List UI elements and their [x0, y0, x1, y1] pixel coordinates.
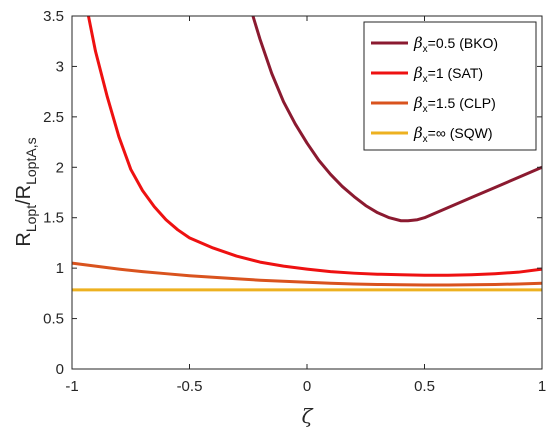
x-tick-label: 1	[538, 378, 546, 395]
y-tick-label: 1	[56, 260, 64, 277]
y-tick-label: 3.5	[43, 8, 64, 25]
y-label-slash: /	[13, 199, 35, 205]
y-label-main2: R	[13, 185, 35, 199]
y-label-main1: R	[13, 232, 35, 246]
legend-label-bko: βx=0.5 (BKO)	[413, 34, 498, 55]
y-tick-label: 2.5	[43, 109, 64, 126]
legend-entry-bko: βx=0.5 (BKO)	[371, 34, 498, 55]
y-tick-label: 0.5	[43, 311, 64, 328]
legend-entry-sqw: βx=∞ (SQW)	[371, 124, 492, 145]
legend-entry-clp: βx=1.5 (CLP)	[371, 94, 496, 115]
legend-label-sqw: βx=∞ (SQW)	[413, 124, 492, 145]
y-label-sub2: LoptA,s	[23, 137, 39, 184]
x-tick-label: 0.5	[414, 378, 435, 395]
x-axis-label: ζ	[302, 404, 314, 428]
series-layer	[71, 15, 543, 292]
tick-layer: -1 -0.5 0 0.5 1 0 0.5 1 1.5 2 2.5 3 3.5	[43, 8, 546, 395]
series-line-clp	[71, 261, 543, 287]
legend: βx=0.5 (BKO) βx=1 (SAT) βx=1.5 (CLP) βx=…	[363, 21, 537, 151]
y-axis-label: RLopt/RLoptA,s	[13, 137, 39, 246]
series-line-sat	[86, 15, 543, 277]
legend-entry-sat: βx=1 (SAT)	[371, 64, 483, 85]
y-tick-label: 3	[56, 58, 64, 75]
x-tick-label: -1	[65, 378, 78, 395]
y-tick-label: 1.5	[43, 210, 64, 227]
y-tick-label: 0	[56, 361, 64, 378]
series-line-bko	[251, 15, 543, 223]
x-tick-label: -0.5	[177, 378, 203, 395]
y-tick-label: 2	[56, 159, 64, 176]
y-label-sub1: Lopt	[23, 205, 39, 232]
legend-label-clp: βx=1.5 (CLP)	[413, 94, 496, 115]
legend-label-sat: βx=1 (SAT)	[413, 64, 483, 85]
svg-text:RLopt/RLoptA,s: RLopt/RLoptA,s	[13, 137, 39, 246]
x-tick-label: 0	[303, 378, 311, 395]
